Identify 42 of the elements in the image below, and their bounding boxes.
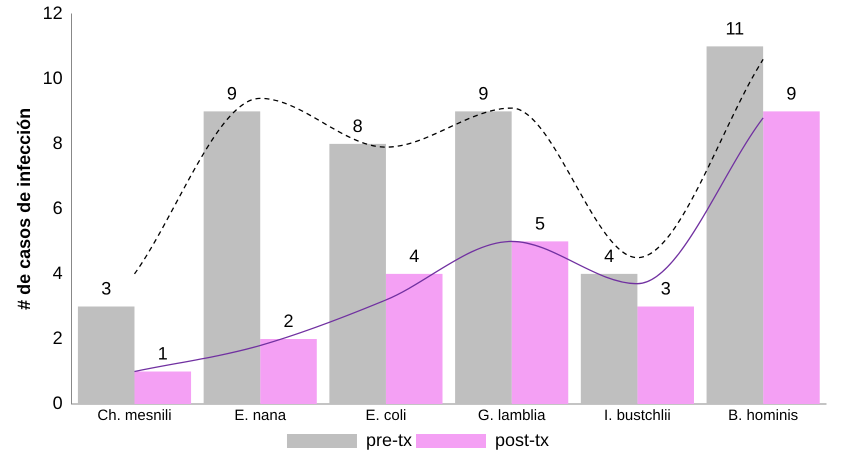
bar xyxy=(637,306,694,404)
data-label: 4 xyxy=(604,246,614,266)
data-label: 9 xyxy=(786,83,796,104)
data-label: 1 xyxy=(158,343,168,364)
y-tick-label: 0 xyxy=(52,392,63,413)
bar xyxy=(706,46,764,404)
line-series xyxy=(134,117,764,372)
x-tick-label: Ch. mesnili xyxy=(97,407,172,424)
y-tick-label: 4 xyxy=(52,262,63,283)
data-label: 2 xyxy=(283,310,294,331)
bar xyxy=(763,111,820,404)
data-label: 11 xyxy=(726,18,744,38)
bar xyxy=(204,111,260,404)
bar xyxy=(78,306,134,404)
data-label: 3 xyxy=(660,278,671,298)
y-axis-title: # de casos de infección xyxy=(14,108,34,310)
bar xyxy=(580,274,638,404)
bar xyxy=(455,111,512,404)
y-tick-label: 2 xyxy=(52,328,63,348)
y-tick-label: 10 xyxy=(42,68,63,88)
bar xyxy=(512,241,568,404)
y-tick-label: 8 xyxy=(52,132,63,153)
data-label: 3 xyxy=(101,278,112,298)
bar xyxy=(386,274,443,404)
x-tick-label: E. coli xyxy=(366,407,406,424)
x-tick-label: E. nana xyxy=(234,407,287,424)
bar xyxy=(329,144,386,404)
x-tick-label: I. bustchlii xyxy=(604,407,671,424)
bar xyxy=(134,371,192,404)
bar xyxy=(260,338,317,404)
line-series xyxy=(134,58,764,275)
data-label: 5 xyxy=(534,213,545,234)
legend-label: pre-tx xyxy=(366,430,412,450)
y-tick-label: 6 xyxy=(52,198,63,218)
data-label: 9 xyxy=(478,83,488,104)
data-label: 4 xyxy=(409,246,420,266)
data-label: 9 xyxy=(226,83,237,104)
x-tick-label: G. lamblia xyxy=(478,407,546,424)
x-tick-label: B. hominis xyxy=(728,407,798,424)
legend-label: post-tx xyxy=(494,430,550,450)
y-tick-label: 12 xyxy=(42,2,63,23)
data-label: 8 xyxy=(352,116,363,136)
